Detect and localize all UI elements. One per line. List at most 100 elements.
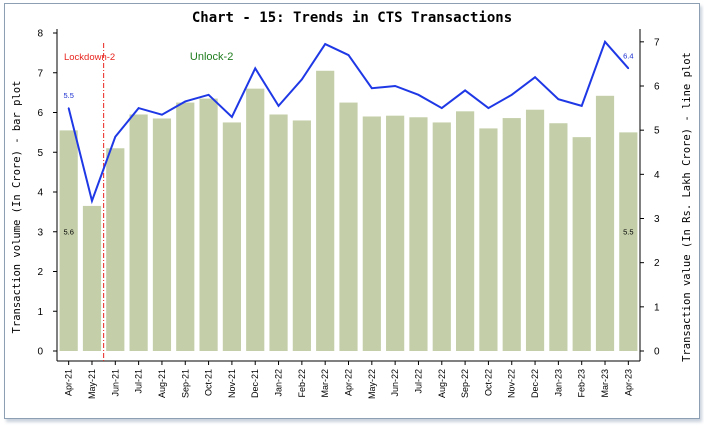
line-point-Feb-22 xyxy=(301,78,303,81)
line-point-Jan-23 xyxy=(557,98,560,101)
bar-May-22 xyxy=(362,116,381,351)
y-tick-label: 0 xyxy=(37,347,43,358)
bar-Mar-23 xyxy=(595,95,615,352)
y2-axis-label: Transaction value (In Rs. Lakh Crore) - … xyxy=(681,52,693,362)
bar-Mar-22 xyxy=(316,70,335,351)
x-tick-label: Nov-21 xyxy=(227,369,237,398)
x-tick-label: Feb-22 xyxy=(297,369,307,398)
x-tick-label: May-21 xyxy=(87,369,97,399)
y2-tick-label: 0 xyxy=(654,347,660,358)
x-tick-label: Jun-21 xyxy=(110,369,120,397)
bar-Dec-21 xyxy=(246,88,265,352)
line-point-Sep-22 xyxy=(464,89,466,92)
bar-data-label: 5.6 xyxy=(63,227,73,236)
line-point-Oct-22 xyxy=(487,107,490,109)
line-point-May-21 xyxy=(91,200,93,202)
bar-Oct-21 xyxy=(199,98,218,352)
x-tick-label: Jan-22 xyxy=(274,369,284,397)
line-point-Apr-23 xyxy=(627,67,630,70)
line-point-May-22 xyxy=(371,87,373,90)
bar-series xyxy=(59,70,638,352)
x-tick-label: Dec-21 xyxy=(250,369,260,398)
line-data-label: 6.4 xyxy=(623,51,633,60)
line-point-Nov-22 xyxy=(510,94,513,96)
y2-tick-label: 1 xyxy=(654,302,660,313)
axes: 0 1 2 3 4 5 6 7 8 0 1 2 3 4 5 6 7 Apr-21 May-21 Jun-21 Jul-2… xyxy=(37,29,660,400)
line-point-Aug-21 xyxy=(161,113,163,116)
x-tick-label: Jul-21 xyxy=(134,369,144,394)
x-tick-label: Apr-21 xyxy=(64,369,74,396)
bar-Dec-22 xyxy=(525,109,545,351)
bar-Jan-23 xyxy=(549,123,568,351)
bar-Apr-22 xyxy=(339,102,358,351)
line-point-Aug-22 xyxy=(440,107,443,109)
x-tick-label: Jun-22 xyxy=(390,369,400,397)
bar-Oct-22 xyxy=(479,128,498,351)
bar-Jul-21 xyxy=(129,114,148,351)
bar-Sep-22 xyxy=(456,111,475,352)
x-tick-label: Sep-21 xyxy=(180,369,190,398)
bar-Sep-21 xyxy=(176,102,195,351)
x-tick-label: Aug-22 xyxy=(437,369,447,398)
line-point-Jun-21 xyxy=(114,135,117,138)
unlock-annotation: Unlock-2 xyxy=(190,51,233,63)
chart-title: Chart - 15: Trends in CTS Transactions xyxy=(192,10,512,26)
bar-Nov-22 xyxy=(502,118,521,351)
line-point-Mar-22 xyxy=(324,43,326,45)
line-point-Jul-22 xyxy=(417,94,420,96)
x-tick-label: Dec-22 xyxy=(530,369,540,398)
y-tick-label: 7 xyxy=(37,68,43,79)
x-tick-label: Apr-23 xyxy=(623,369,633,396)
bar-Jul-22 xyxy=(409,117,428,352)
line-point-Nov-21 xyxy=(231,116,233,118)
line-point-Jul-21 xyxy=(137,107,140,109)
x-tick-label: Nov-22 xyxy=(507,369,517,398)
x-tick-label: Jan-23 xyxy=(553,369,563,397)
x-tick-label: Mar-23 xyxy=(600,369,610,398)
line-point-Jun-22 xyxy=(394,85,396,87)
y2-tick-label: 5 xyxy=(654,126,660,137)
y2-tick-label: 4 xyxy=(654,170,660,181)
y2-tick-label: 7 xyxy=(654,37,660,48)
y-tick-label: 1 xyxy=(37,307,43,318)
x-tick-label: Aug-21 xyxy=(157,369,167,398)
line-series xyxy=(67,39,630,205)
y-tick-label: 4 xyxy=(37,188,43,199)
bar-Nov-21 xyxy=(222,122,241,351)
x-tick-label: Jul-22 xyxy=(413,369,423,394)
bar-Jun-21 xyxy=(106,148,125,351)
line-point-Jan-22 xyxy=(277,105,280,107)
line-point-Oct-21 xyxy=(207,94,210,96)
x-tick-label: Oct-22 xyxy=(483,369,493,396)
y-tick-label: 5 xyxy=(37,148,43,159)
x-tick-label: May-22 xyxy=(367,369,377,399)
line-point-Sep-21 xyxy=(184,100,187,103)
y2-tick-label: 6 xyxy=(654,82,660,93)
y2-tick-label: 3 xyxy=(654,214,660,225)
line-point-Mar-23 xyxy=(604,41,606,43)
x-tick-label: Feb-23 xyxy=(577,369,587,398)
y-tick-label: 8 xyxy=(37,29,43,40)
bar-Jun-22 xyxy=(386,115,405,352)
bar-Feb-23 xyxy=(572,137,591,351)
y-axis-label: Transaction volume (In Crore) - bar plot xyxy=(11,81,23,334)
bar-Feb-22 xyxy=(292,120,311,351)
line-data-label: 5.5 xyxy=(63,91,73,100)
line-point-Dec-21 xyxy=(254,67,257,70)
y2-tick-label: 2 xyxy=(654,258,660,269)
y-tick-label: 3 xyxy=(37,227,43,238)
bar-Aug-22 xyxy=(432,122,451,351)
x-tick-label: Mar-22 xyxy=(320,369,330,398)
bar-data-label: 5.5 xyxy=(623,227,633,236)
bar-Jan-22 xyxy=(269,114,288,351)
bar-Apr-21 xyxy=(59,130,78,351)
y-tick-label: 2 xyxy=(37,267,43,278)
lockdown-annotation: Lockdown-2 xyxy=(64,52,115,63)
line-point-Dec-22 xyxy=(534,76,536,78)
x-tick-label: Apr-22 xyxy=(344,369,354,396)
bar-Apr-23 xyxy=(619,132,638,351)
bar-May-21 xyxy=(82,205,102,351)
line-point-Apr-22 xyxy=(347,54,350,56)
x-tick-label: Oct-21 xyxy=(204,369,214,396)
